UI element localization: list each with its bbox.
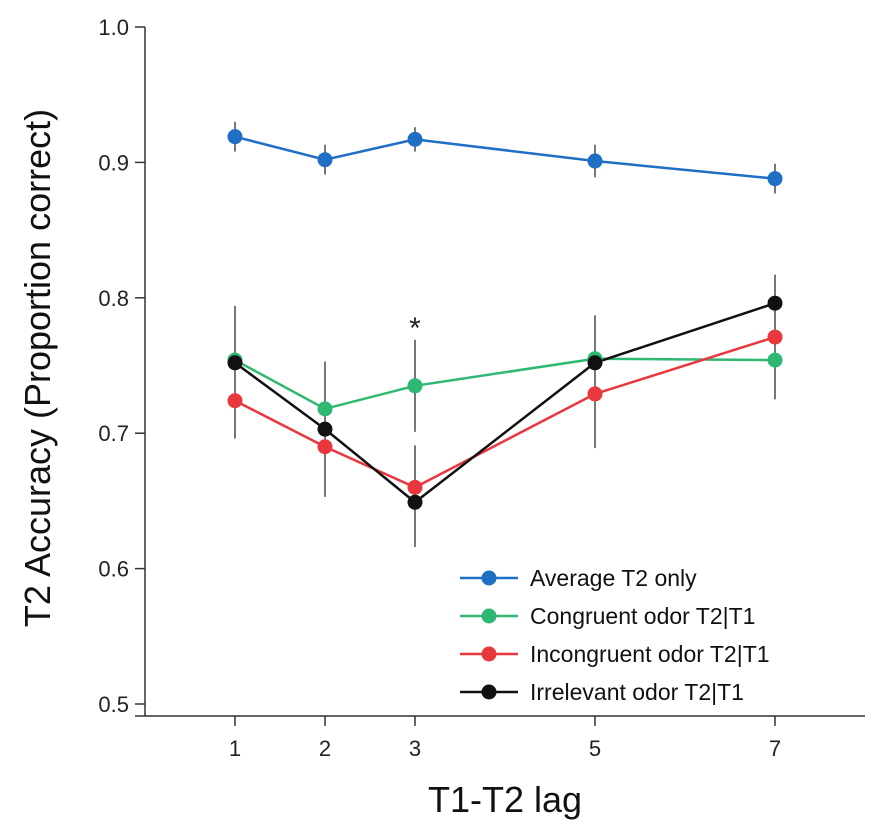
data-point <box>587 355 603 371</box>
legend-marker <box>481 684 497 700</box>
x-tick-label: 3 <box>409 736 421 761</box>
x-tick-label: 5 <box>589 736 601 761</box>
series-line <box>234 357 776 411</box>
legend-label: Incongruent odor T2|T1 <box>530 641 770 667</box>
legend-label: Irrelevant odor T2|T1 <box>530 679 744 705</box>
x-tick-label: 2 <box>319 736 331 761</box>
data-point <box>407 378 423 394</box>
axes <box>135 27 865 717</box>
data-point <box>227 355 243 371</box>
legend-marker <box>481 608 497 624</box>
data-point <box>227 129 243 145</box>
data-point <box>407 479 423 495</box>
data-point <box>767 352 783 368</box>
y-tick-label: 1.0 <box>98 15 129 40</box>
data-point <box>767 171 783 187</box>
legend-label: Average T2 only <box>530 565 697 591</box>
x-tick-label: 7 <box>769 736 781 761</box>
data-point <box>767 329 783 345</box>
significance-annotation: * <box>409 312 421 345</box>
y-tick-label: 0.9 <box>98 150 129 175</box>
data-point <box>227 393 243 409</box>
series-points <box>227 129 783 510</box>
data-point <box>407 131 423 147</box>
legend-marker <box>481 646 497 662</box>
legend: Average T2 only Congruent odor T2|T1 Incon… <box>460 565 770 705</box>
data-point <box>587 386 603 402</box>
legend-marker <box>481 570 497 586</box>
legend-label: Congruent odor T2|T1 <box>530 603 755 629</box>
y-tick-label: 0.7 <box>98 421 129 446</box>
annotations: * <box>409 312 421 345</box>
x-axis-title: T1-T2 lag <box>428 779 582 820</box>
data-point <box>407 494 423 510</box>
y-tick-label: 0.5 <box>98 692 129 717</box>
y-axis-ticks: 0.5 0.6 0.7 0.8 0.9 1.0 <box>98 15 145 717</box>
y-axis-title: T2 Accuracy (Proportion correct) <box>17 109 58 627</box>
data-point <box>317 152 333 168</box>
data-point <box>767 295 783 311</box>
data-point <box>317 439 333 455</box>
data-point <box>317 421 333 437</box>
y-tick-label: 0.8 <box>98 286 129 311</box>
series-line <box>234 135 776 180</box>
data-point <box>317 401 333 417</box>
error-bars <box>234 121 776 547</box>
series-lines <box>234 135 776 504</box>
x-tick-label: 1 <box>229 736 241 761</box>
y-tick-label: 0.6 <box>98 557 129 582</box>
x-axis-ticks: 1 2 3 5 7 <box>229 716 781 761</box>
data-point <box>587 153 603 169</box>
